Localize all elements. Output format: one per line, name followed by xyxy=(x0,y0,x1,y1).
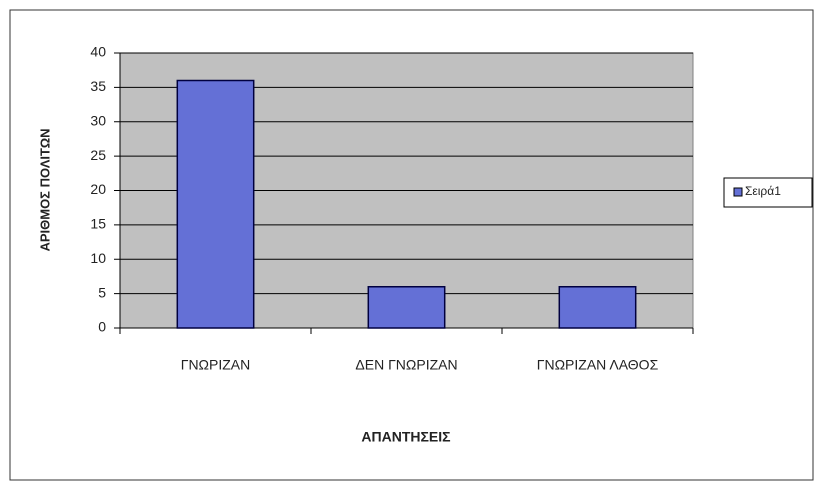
x-tick-label: ΓΝΩΡΙΖΑΝ xyxy=(181,357,251,373)
y-tick-label: 15 xyxy=(90,216,106,232)
y-tick-label: 25 xyxy=(90,147,106,163)
y-tick-label: 40 xyxy=(90,44,106,60)
y-tick-label: 35 xyxy=(90,78,106,94)
y-tick-label: 20 xyxy=(90,181,106,197)
bar xyxy=(558,286,637,329)
legend-swatch xyxy=(733,187,743,197)
y-tick-label: 30 xyxy=(90,112,106,128)
bar xyxy=(367,286,446,329)
x-tick-label: ΔΕΝ ΓΝΩΡΙΖΑΝ xyxy=(355,357,457,373)
x-axis-label: ΑΠΑΝΤΗΣΕΙΣ xyxy=(361,429,450,445)
x-tick-label: ΓΝΩΡΙΖΑΝ ΛΑΘΟΣ xyxy=(537,357,659,373)
y-axis-label: ΑΡΙΘΜΟΣ ΠΟΛΙΤΩΝ xyxy=(37,128,52,251)
bar xyxy=(176,79,255,329)
y-tick-label: 10 xyxy=(90,250,106,266)
y-tick-label: 5 xyxy=(98,284,106,300)
legend-label: Σειρά1 xyxy=(745,184,781,198)
y-tick-label: 0 xyxy=(98,319,106,335)
